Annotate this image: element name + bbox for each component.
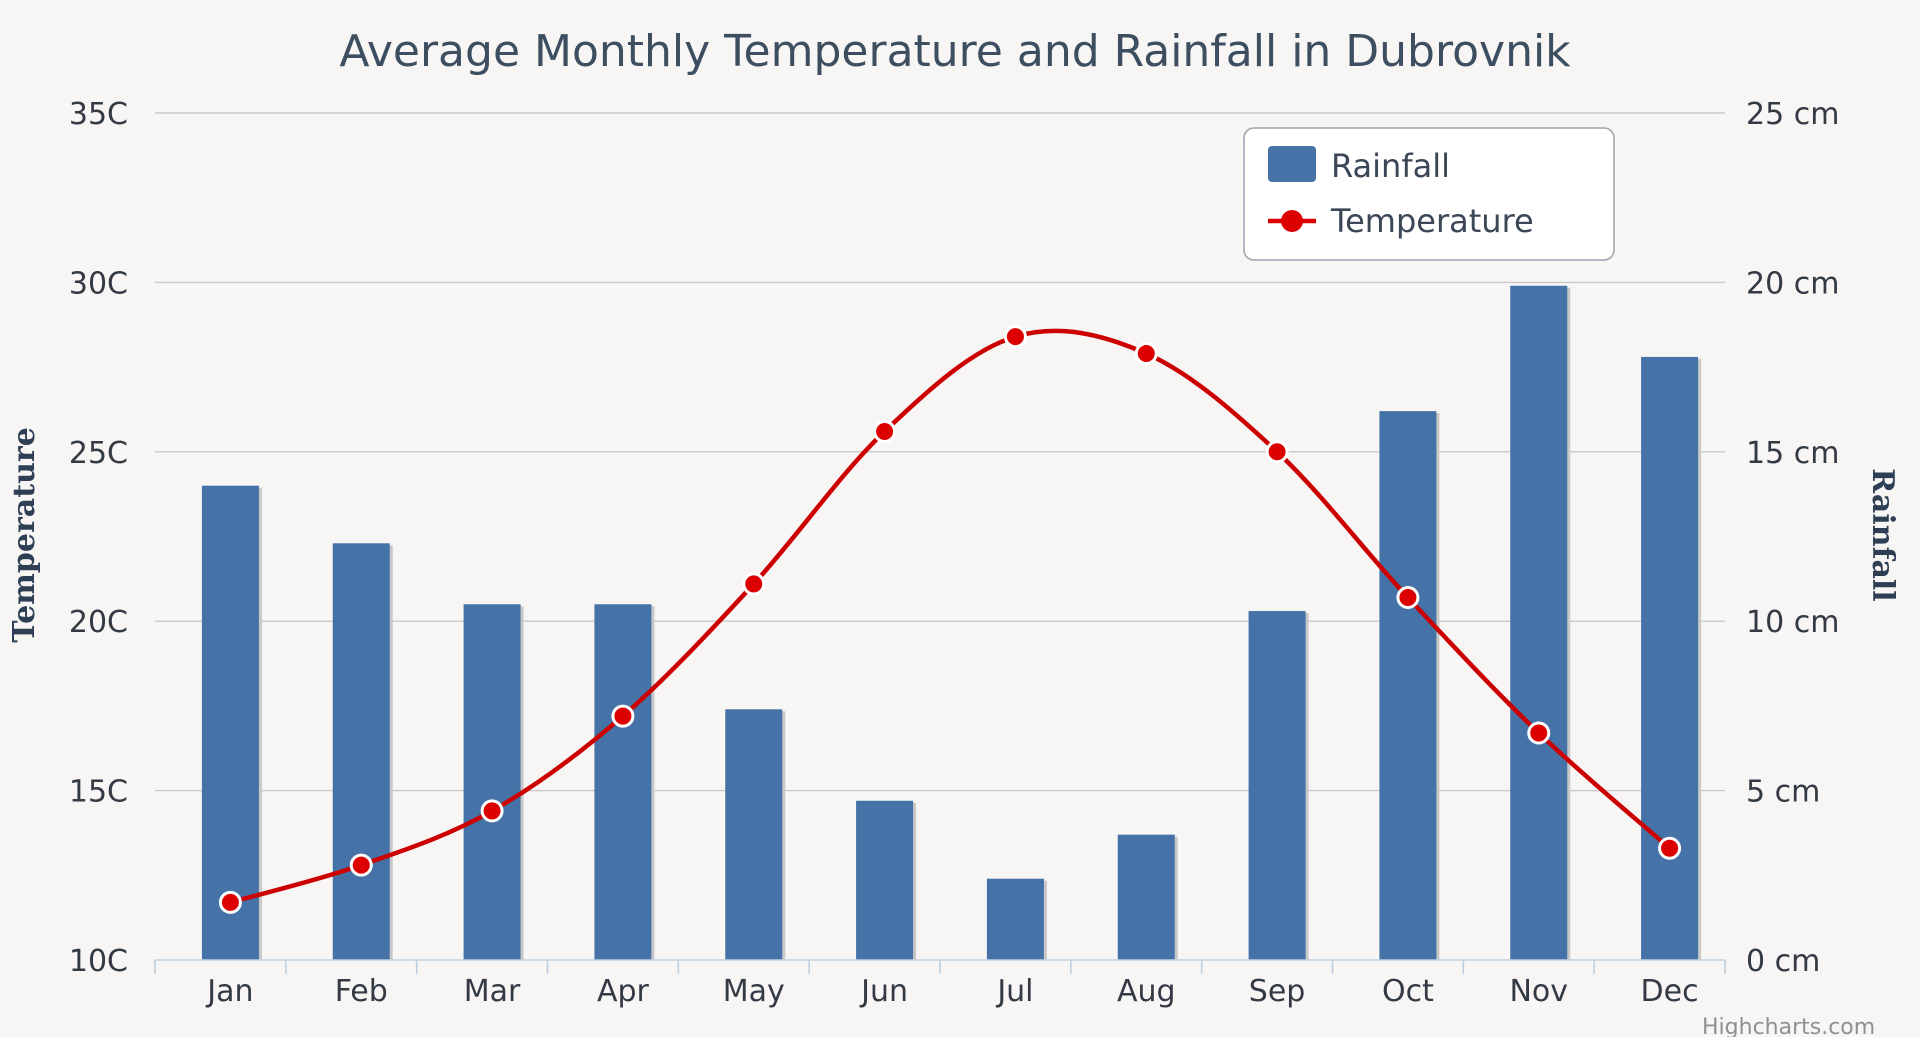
chart-title: Average Monthly Temperature and Rainfall…	[339, 26, 1571, 77]
x-tick-label: Jun	[859, 974, 908, 1009]
y-tick-label: 25C	[69, 436, 128, 471]
y2-tick-label: 25 cm	[1746, 97, 1839, 132]
temperature-point[interactable]	[1658, 836, 1682, 860]
rainfall-bar[interactable]	[201, 485, 259, 960]
rainfall-bar[interactable]	[1510, 285, 1568, 961]
x-axis: Jan Feb Mar Apr May Jun Jul Aug Sep Oct Nov Dec	[154, 959, 1726, 1009]
y2-tick-label: 20 cm	[1746, 266, 1839, 301]
x-tick-label: Oct	[1382, 974, 1434, 1009]
gridlines	[155, 112, 1725, 792]
x-tick-label: Nov	[1509, 974, 1568, 1009]
temperature-point[interactable]	[218, 890, 242, 914]
y2-tick-label: 0 cm	[1746, 944, 1820, 979]
x-tick-label: Aug	[1117, 974, 1176, 1009]
x-tick-label: May	[723, 974, 785, 1009]
temperature-point[interactable]	[1003, 325, 1027, 349]
temperature-legend-marker	[1281, 210, 1303, 232]
x-tick-label: Feb	[335, 974, 388, 1009]
y-tick-label: 10C	[69, 944, 128, 979]
temperature-point[interactable]	[1265, 440, 1289, 464]
temperature-point[interactable]	[1134, 342, 1158, 366]
legend-item-temperature[interactable]: Temperature	[1268, 202, 1534, 240]
temperature-point[interactable]	[349, 853, 373, 877]
x-tick-label: Mar	[464, 974, 521, 1009]
y-axis-rainfall: 0 cm 5 cm 10 cm 15 cm 20 cm 25 cm	[1746, 97, 1839, 979]
temperature-curve	[229, 328, 1672, 905]
legend-label-rainfall: Rainfall	[1331, 147, 1450, 185]
temperature-point[interactable]	[1396, 585, 1420, 609]
rainfall-bar[interactable]	[1379, 411, 1437, 960]
x-tick-label: Dec	[1641, 974, 1699, 1009]
y2-tick-label: 10 cm	[1746, 605, 1839, 640]
rainfall-bar[interactable]	[332, 543, 390, 960]
rainfall-bars[interactable]	[201, 285, 1702, 961]
x-tick-label: Apr	[597, 974, 650, 1009]
rainfall-bar[interactable]	[725, 709, 783, 960]
y2-tick-label: 5 cm	[1746, 775, 1820, 810]
temperature-point[interactable]	[742, 572, 766, 596]
temperature-point[interactable]	[1527, 721, 1551, 745]
y-axis-temperature: 10C 15C 20C 25C 30C 35C	[69, 97, 128, 979]
x-tick-label: Jul	[995, 974, 1033, 1009]
legend-label-temperature: Temperature	[1330, 202, 1534, 240]
y-tick-label: 30C	[69, 266, 128, 301]
rainfall-legend-swatch	[1268, 146, 1316, 182]
y-axis-title: Temperature	[7, 427, 42, 643]
legend-box	[1243, 127, 1615, 261]
rainfall-bar[interactable]	[463, 604, 521, 960]
x-tick-label: Jan	[205, 974, 253, 1009]
legend-item-rainfall[interactable]: Rainfall	[1268, 146, 1450, 185]
y2-tick-label: 15 cm	[1746, 436, 1839, 471]
temperature-point[interactable]	[480, 799, 504, 823]
y-tick-label: 15C	[69, 775, 128, 810]
temperature-point[interactable]	[873, 419, 897, 443]
y-tick-label: 20C	[69, 605, 128, 640]
credits-link[interactable]: Highcharts.com	[1702, 1015, 1875, 1037]
temperature-point[interactable]	[611, 704, 635, 728]
rainfall-bar[interactable]	[986, 878, 1044, 960]
y-tick-label: 35C	[69, 97, 128, 132]
y2-axis-title: Rainfall	[1865, 468, 1900, 601]
rainfall-bar[interactable]	[1248, 611, 1306, 960]
rainfall-bar[interactable]	[856, 800, 914, 960]
rainfall-bar[interactable]	[1641, 356, 1699, 960]
temperature-line[interactable]	[218, 325, 1682, 914]
rainfall-bar[interactable]	[594, 604, 652, 960]
legend[interactable]: Rainfall Temperature	[1243, 127, 1615, 261]
x-tick-label: Sep	[1249, 974, 1306, 1009]
rainfall-bar[interactable]	[1117, 834, 1175, 960]
